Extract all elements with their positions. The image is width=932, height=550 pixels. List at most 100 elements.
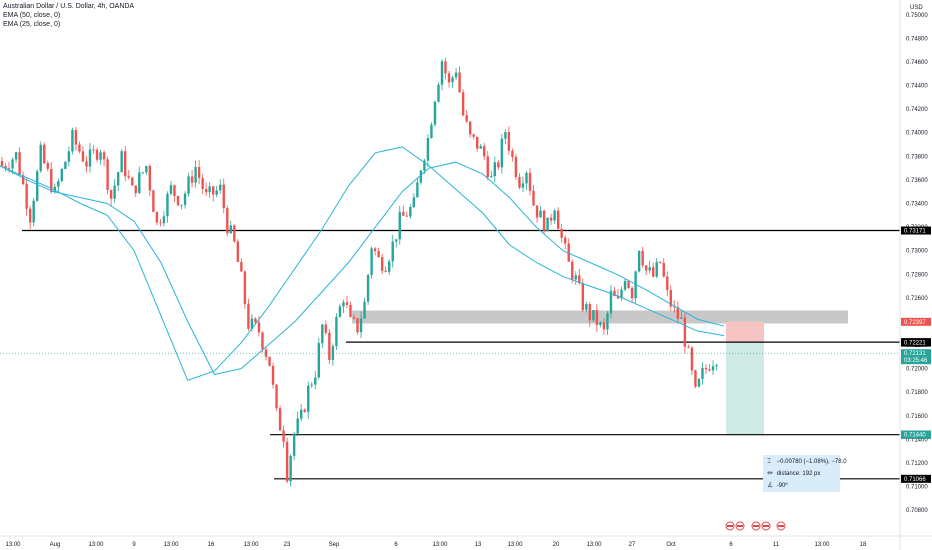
candle-body — [507, 132, 511, 151]
candle-body — [472, 134, 475, 137]
economic-event-flag — [778, 525, 784, 527]
candle-body — [542, 210, 546, 232]
candle-body — [437, 84, 440, 102]
candle-body — [124, 151, 127, 177]
candle-body — [275, 384, 278, 409]
candle-body — [514, 156, 518, 178]
candle-body — [127, 176, 130, 178]
candle-body — [479, 146, 482, 149]
loss-price-text: 0.72397 — [904, 320, 926, 326]
candle-body — [634, 271, 637, 299]
candle-body — [440, 61, 444, 85]
candle-body — [116, 172, 120, 186]
candle-body — [331, 346, 335, 360]
candle-body — [338, 306, 342, 317]
y-tick-label: 0.74000 — [906, 131, 928, 137]
candle-body — [511, 150, 514, 157]
candle-body — [571, 261, 574, 280]
x-tick-label: 6 — [729, 542, 733, 548]
measure-distance: distance: 192 px — [776, 471, 821, 477]
candle-body — [106, 159, 109, 191]
loss-price-tag — [901, 317, 931, 326]
level-price-tag — [901, 474, 931, 483]
candle-body — [356, 318, 359, 333]
candle-body — [215, 190, 218, 195]
candle-body — [57, 181, 60, 187]
candle-body — [581, 283, 584, 310]
candle-body — [669, 290, 672, 307]
candle-body — [102, 152, 106, 160]
candle-body — [247, 304, 250, 329]
y-tick-label: 0.71000 — [906, 485, 928, 491]
candle-body — [201, 177, 204, 189]
candle-body — [268, 356, 271, 366]
candle-body — [4, 165, 7, 168]
candle-body — [285, 441, 289, 482]
distance-icon: ⇹ — [767, 470, 773, 477]
y-tick-label: 0.72800 — [906, 272, 928, 278]
candle-body — [690, 347, 694, 371]
economic-event-flag — [727, 525, 733, 527]
candle-body — [662, 262, 665, 277]
current-price-text: 0.72131 — [904, 351, 926, 357]
ema25-legend: EMA (25, close, 0) — [3, 21, 61, 28]
candle-body — [271, 365, 275, 385]
candle-body — [521, 183, 525, 188]
candle-body — [630, 287, 634, 299]
x-tick-label: 16 — [208, 542, 215, 548]
candle-body — [564, 237, 567, 244]
candle-body — [553, 210, 556, 221]
candle-body — [208, 186, 211, 193]
candle-body — [525, 172, 528, 184]
candle-body — [468, 121, 472, 135]
zone-rect — [352, 310, 848, 324]
supply-demand-zone — [352, 310, 848, 324]
countdown-text: 03:25:46 — [904, 358, 928, 364]
candle-body — [310, 384, 313, 386]
y-tick-label: 0.72000 — [906, 367, 928, 373]
y-tick-label: 0.74400 — [906, 84, 928, 90]
candle-body — [345, 302, 349, 305]
current-price-tag — [901, 349, 931, 365]
candle-body — [176, 195, 180, 206]
x-tick-label: 13 — [475, 542, 482, 548]
candle-body — [222, 184, 225, 209]
candle-body — [138, 172, 141, 194]
x-tick-label: 13:00 — [5, 542, 21, 548]
candle-body — [500, 138, 504, 168]
candle-body — [236, 241, 240, 262]
angle-icon: ∡ — [767, 482, 774, 489]
economic-event-flag — [753, 525, 759, 527]
candle-body — [78, 144, 81, 152]
economic-event-flag — [737, 525, 743, 527]
candle-body — [113, 185, 116, 199]
candle-body — [402, 211, 405, 216]
candle-body — [616, 296, 620, 299]
candle-body — [219, 184, 222, 191]
candle-body — [549, 217, 553, 221]
candle-body — [423, 160, 426, 171]
candle-body — [317, 343, 320, 378]
candle-body — [613, 290, 616, 297]
candle-body — [556, 210, 560, 229]
candle-body — [595, 310, 599, 325]
y-tick-label: 0.72600 — [906, 296, 928, 302]
candle-body — [300, 409, 303, 419]
y-tick-label: 0.73400 — [906, 202, 928, 208]
time-axis: 13:00 Aug 13:00 9 13:00 16 13:00 23 Sep 6 13:00 13 1… — [0, 521, 932, 548]
candle-body — [609, 290, 613, 314]
candle-body — [419, 170, 423, 183]
candle-body — [173, 185, 176, 196]
x-tick-label: 13:00 — [507, 542, 523, 548]
candle-body — [535, 205, 539, 218]
candle-body — [159, 222, 162, 224]
candle-body — [64, 161, 67, 170]
candle-body — [0, 161, 4, 166]
candle-body — [162, 216, 166, 224]
candle-body — [412, 197, 416, 207]
candle-body — [567, 243, 570, 262]
candle-body — [560, 228, 563, 238]
candle-body — [148, 165, 152, 191]
candle-body — [405, 215, 408, 217]
